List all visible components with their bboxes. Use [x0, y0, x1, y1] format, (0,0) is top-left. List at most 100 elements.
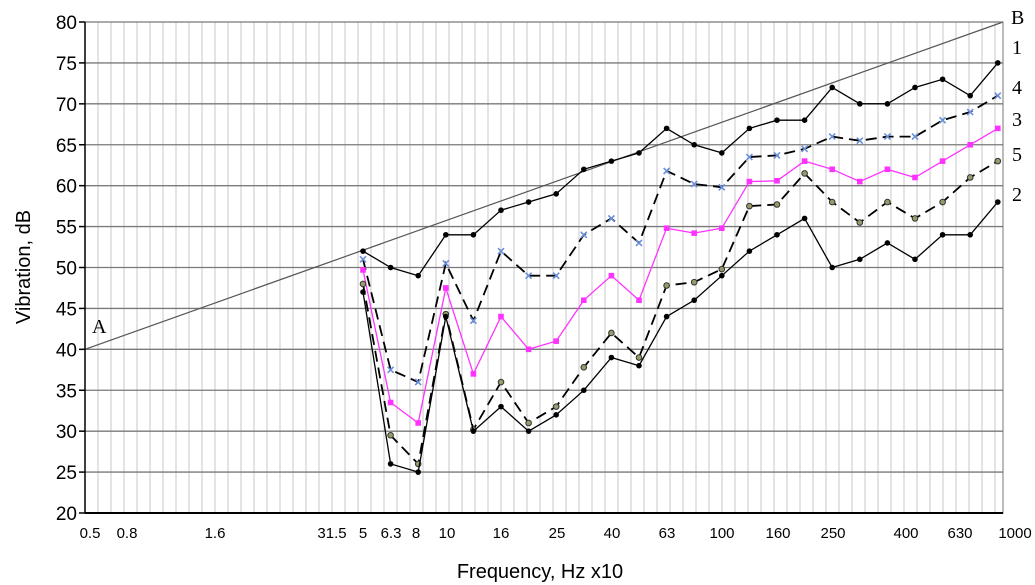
- series-3: 3: [360, 109, 1022, 426]
- data-point: [912, 174, 918, 181]
- data-point: [663, 125, 670, 132]
- x-tick-label: 100: [709, 525, 734, 542]
- data-point: [883, 133, 891, 141]
- data-point: [745, 153, 753, 161]
- data-point: [663, 313, 670, 320]
- series-label: 3: [1012, 109, 1022, 131]
- x-tick-label: 630: [947, 525, 972, 542]
- data-point: [414, 378, 422, 386]
- data-point: [912, 256, 918, 263]
- series-layer: 1 4 3 5 2: [359, 37, 1022, 475]
- x-tick-label: 40: [604, 525, 621, 542]
- data-point: [525, 272, 533, 280]
- label-b: B: [1011, 7, 1024, 29]
- series-1: 1: [360, 37, 1022, 279]
- data-point: [663, 225, 670, 232]
- y-axis-title: Vibration, dB: [13, 210, 35, 324]
- data-point: [774, 177, 780, 184]
- x-tick-label: 0.8: [117, 525, 138, 542]
- data-point: [553, 412, 559, 418]
- data-point: [525, 199, 532, 205]
- y-tick-label: 50: [56, 259, 77, 280]
- data-point: [856, 219, 864, 226]
- y-tick-label: 70: [56, 95, 77, 116]
- data-point: [857, 178, 863, 185]
- data-point: [360, 248, 366, 254]
- data-point: [939, 198, 946, 206]
- reference-line: [84, 21, 1004, 350]
- data-point: [415, 420, 421, 426]
- data-point: [580, 364, 588, 371]
- data-point: [359, 280, 367, 288]
- data-point: [581, 166, 587, 173]
- data-point: [939, 158, 946, 164]
- data-point: [967, 92, 973, 99]
- data-point: [856, 137, 864, 145]
- x-tick-label: 31.5: [317, 525, 346, 542]
- x-tick-label: 160: [765, 525, 790, 542]
- data-point: [636, 150, 642, 156]
- series-2: 2: [360, 184, 1022, 475]
- x-tick-label: 1000: [998, 525, 1031, 542]
- data-point: [857, 256, 863, 263]
- y-tick-label: 65: [56, 136, 77, 157]
- data-point: [663, 282, 670, 289]
- data-point: [691, 297, 697, 304]
- data-point: [719, 272, 725, 279]
- data-point: [498, 207, 504, 214]
- x-tick-label: 400: [893, 525, 918, 542]
- y-tick-label: 75: [56, 54, 77, 75]
- data-point: [801, 145, 809, 153]
- x-tick-label: 10: [439, 525, 456, 542]
- y-tick-label: 55: [56, 218, 77, 239]
- data-point: [774, 117, 780, 123]
- data-point: [415, 469, 422, 475]
- data-point: [828, 198, 836, 206]
- data-point: [774, 231, 780, 238]
- data-point: [635, 239, 643, 247]
- data-point: [387, 264, 394, 271]
- data-point: [911, 133, 919, 141]
- data-point: [829, 264, 835, 271]
- data-point: [415, 272, 422, 279]
- y-tick-label: 60: [56, 177, 77, 198]
- data-point: [636, 362, 642, 369]
- data-point: [884, 166, 891, 173]
- x-tick-label: 0.5: [80, 525, 101, 542]
- y-tick-label: 35: [56, 381, 77, 402]
- data-point: [581, 387, 587, 394]
- data-point: [525, 419, 532, 427]
- data-point: [387, 461, 394, 467]
- data-point: [608, 158, 615, 164]
- data-point: [746, 248, 753, 254]
- data-point: [773, 201, 781, 208]
- series-line: [362, 62, 999, 277]
- data-point: [360, 289, 366, 295]
- data-point: [690, 278, 698, 286]
- x-tick-label: 63: [659, 525, 676, 542]
- data-point: [497, 247, 505, 255]
- data-point: [995, 60, 1001, 66]
- data-point: [746, 202, 753, 210]
- data-point: [884, 101, 891, 107]
- y-tick-label: 30: [56, 422, 77, 443]
- data-point: [387, 399, 394, 406]
- data-point: [801, 215, 808, 222]
- data-point: [828, 133, 836, 141]
- y-tick-label: 80: [56, 13, 77, 34]
- data-point: [773, 151, 781, 159]
- data-point: [829, 84, 835, 91]
- y-tick-label: 20: [56, 504, 77, 525]
- data-point: [552, 403, 560, 410]
- series-line: [362, 127, 999, 425]
- data-point: [636, 297, 642, 304]
- data-point: [525, 346, 532, 353]
- data-point: [884, 240, 891, 246]
- data-point: [553, 191, 559, 197]
- reference-line-ab: [84, 21, 1004, 350]
- data-point: [442, 259, 450, 267]
- series-line: [362, 94, 999, 384]
- x-tick-label: 25: [549, 525, 566, 542]
- data-point: [470, 428, 477, 434]
- data-point: [691, 230, 697, 236]
